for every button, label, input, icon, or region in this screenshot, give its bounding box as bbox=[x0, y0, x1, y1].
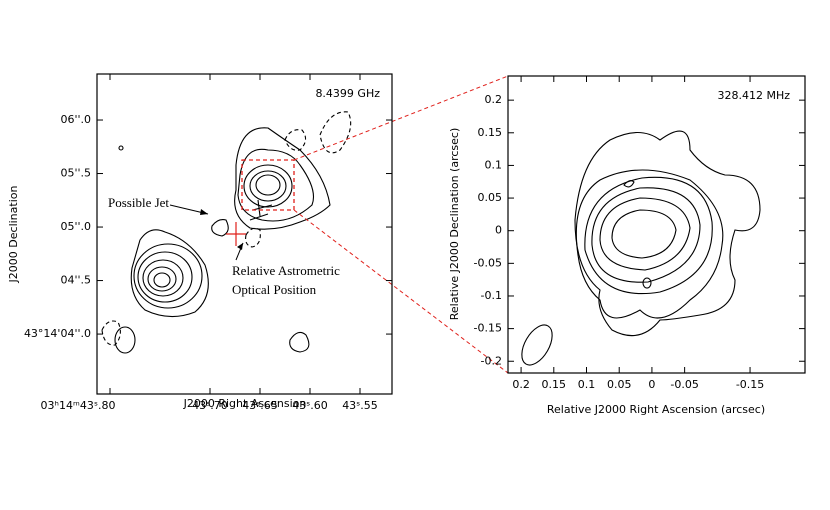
annotation: Possible Jet bbox=[108, 195, 169, 210]
y-tick-label: -0.15 bbox=[474, 322, 502, 335]
y-tick-label: -0.1 bbox=[481, 289, 502, 302]
y-tick-label: 43°14'04''.0 bbox=[24, 327, 91, 340]
y-axis-label: Relative J2000 Declination (arcsec) bbox=[448, 128, 461, 320]
y-tick-label: 0.05 bbox=[478, 191, 503, 204]
y-tick-label: 05''.5 bbox=[60, 167, 91, 180]
annotation: Relative Astrometric bbox=[232, 263, 340, 278]
x-tick-label: -0.15 bbox=[736, 378, 764, 391]
y-tick-label: 0.15 bbox=[478, 126, 503, 139]
x-tick-label: 0.05 bbox=[607, 378, 632, 391]
plot-frame bbox=[507, 75, 806, 374]
y-tick-label: 0.1 bbox=[485, 158, 503, 171]
y-tick-label: -0.05 bbox=[474, 256, 502, 269]
x-axis-label: Relative J2000 Right Ascension (arcsec) bbox=[547, 403, 765, 416]
x-tick-label: 0 bbox=[648, 378, 655, 391]
annotation: Optical Position bbox=[232, 282, 317, 297]
contours-left bbox=[101, 75, 509, 374]
x-tick-label: 43ˢ.65 bbox=[242, 399, 278, 412]
x-tick-label: 03ʰ14ᵐ43ˢ.80 bbox=[41, 399, 116, 412]
panel-title: 328.412 MHz bbox=[717, 89, 790, 102]
y-tick-label: 0 bbox=[495, 224, 502, 237]
y-tick-label: 06''.0 bbox=[60, 113, 91, 126]
x-tick-label: 43ˢ.60 bbox=[292, 399, 328, 412]
x-tick-label: 0.2 bbox=[512, 378, 530, 391]
y-tick-label: -0.2 bbox=[481, 354, 502, 367]
y-tick-label: 0.2 bbox=[485, 93, 503, 106]
y-tick-label: 04''.5 bbox=[60, 274, 91, 287]
x-tick-label: -0.05 bbox=[670, 378, 698, 391]
x-tick-label: 43ˢ.55 bbox=[342, 399, 378, 412]
y-axis-label: J2000 Declination bbox=[7, 186, 20, 284]
plot-frame bbox=[96, 73, 393, 395]
x-axis-label: J2000 Right Ascension bbox=[183, 397, 307, 410]
panel-title: 8.4399 GHz bbox=[315, 87, 380, 100]
x-tick-label: 43ˢ.70 bbox=[192, 399, 228, 412]
y-tick-label: 05''.0 bbox=[60, 220, 91, 233]
contours-right bbox=[521, 130, 761, 366]
x-tick-label: 0.15 bbox=[542, 378, 567, 391]
x-tick-label: 0.1 bbox=[578, 378, 596, 391]
